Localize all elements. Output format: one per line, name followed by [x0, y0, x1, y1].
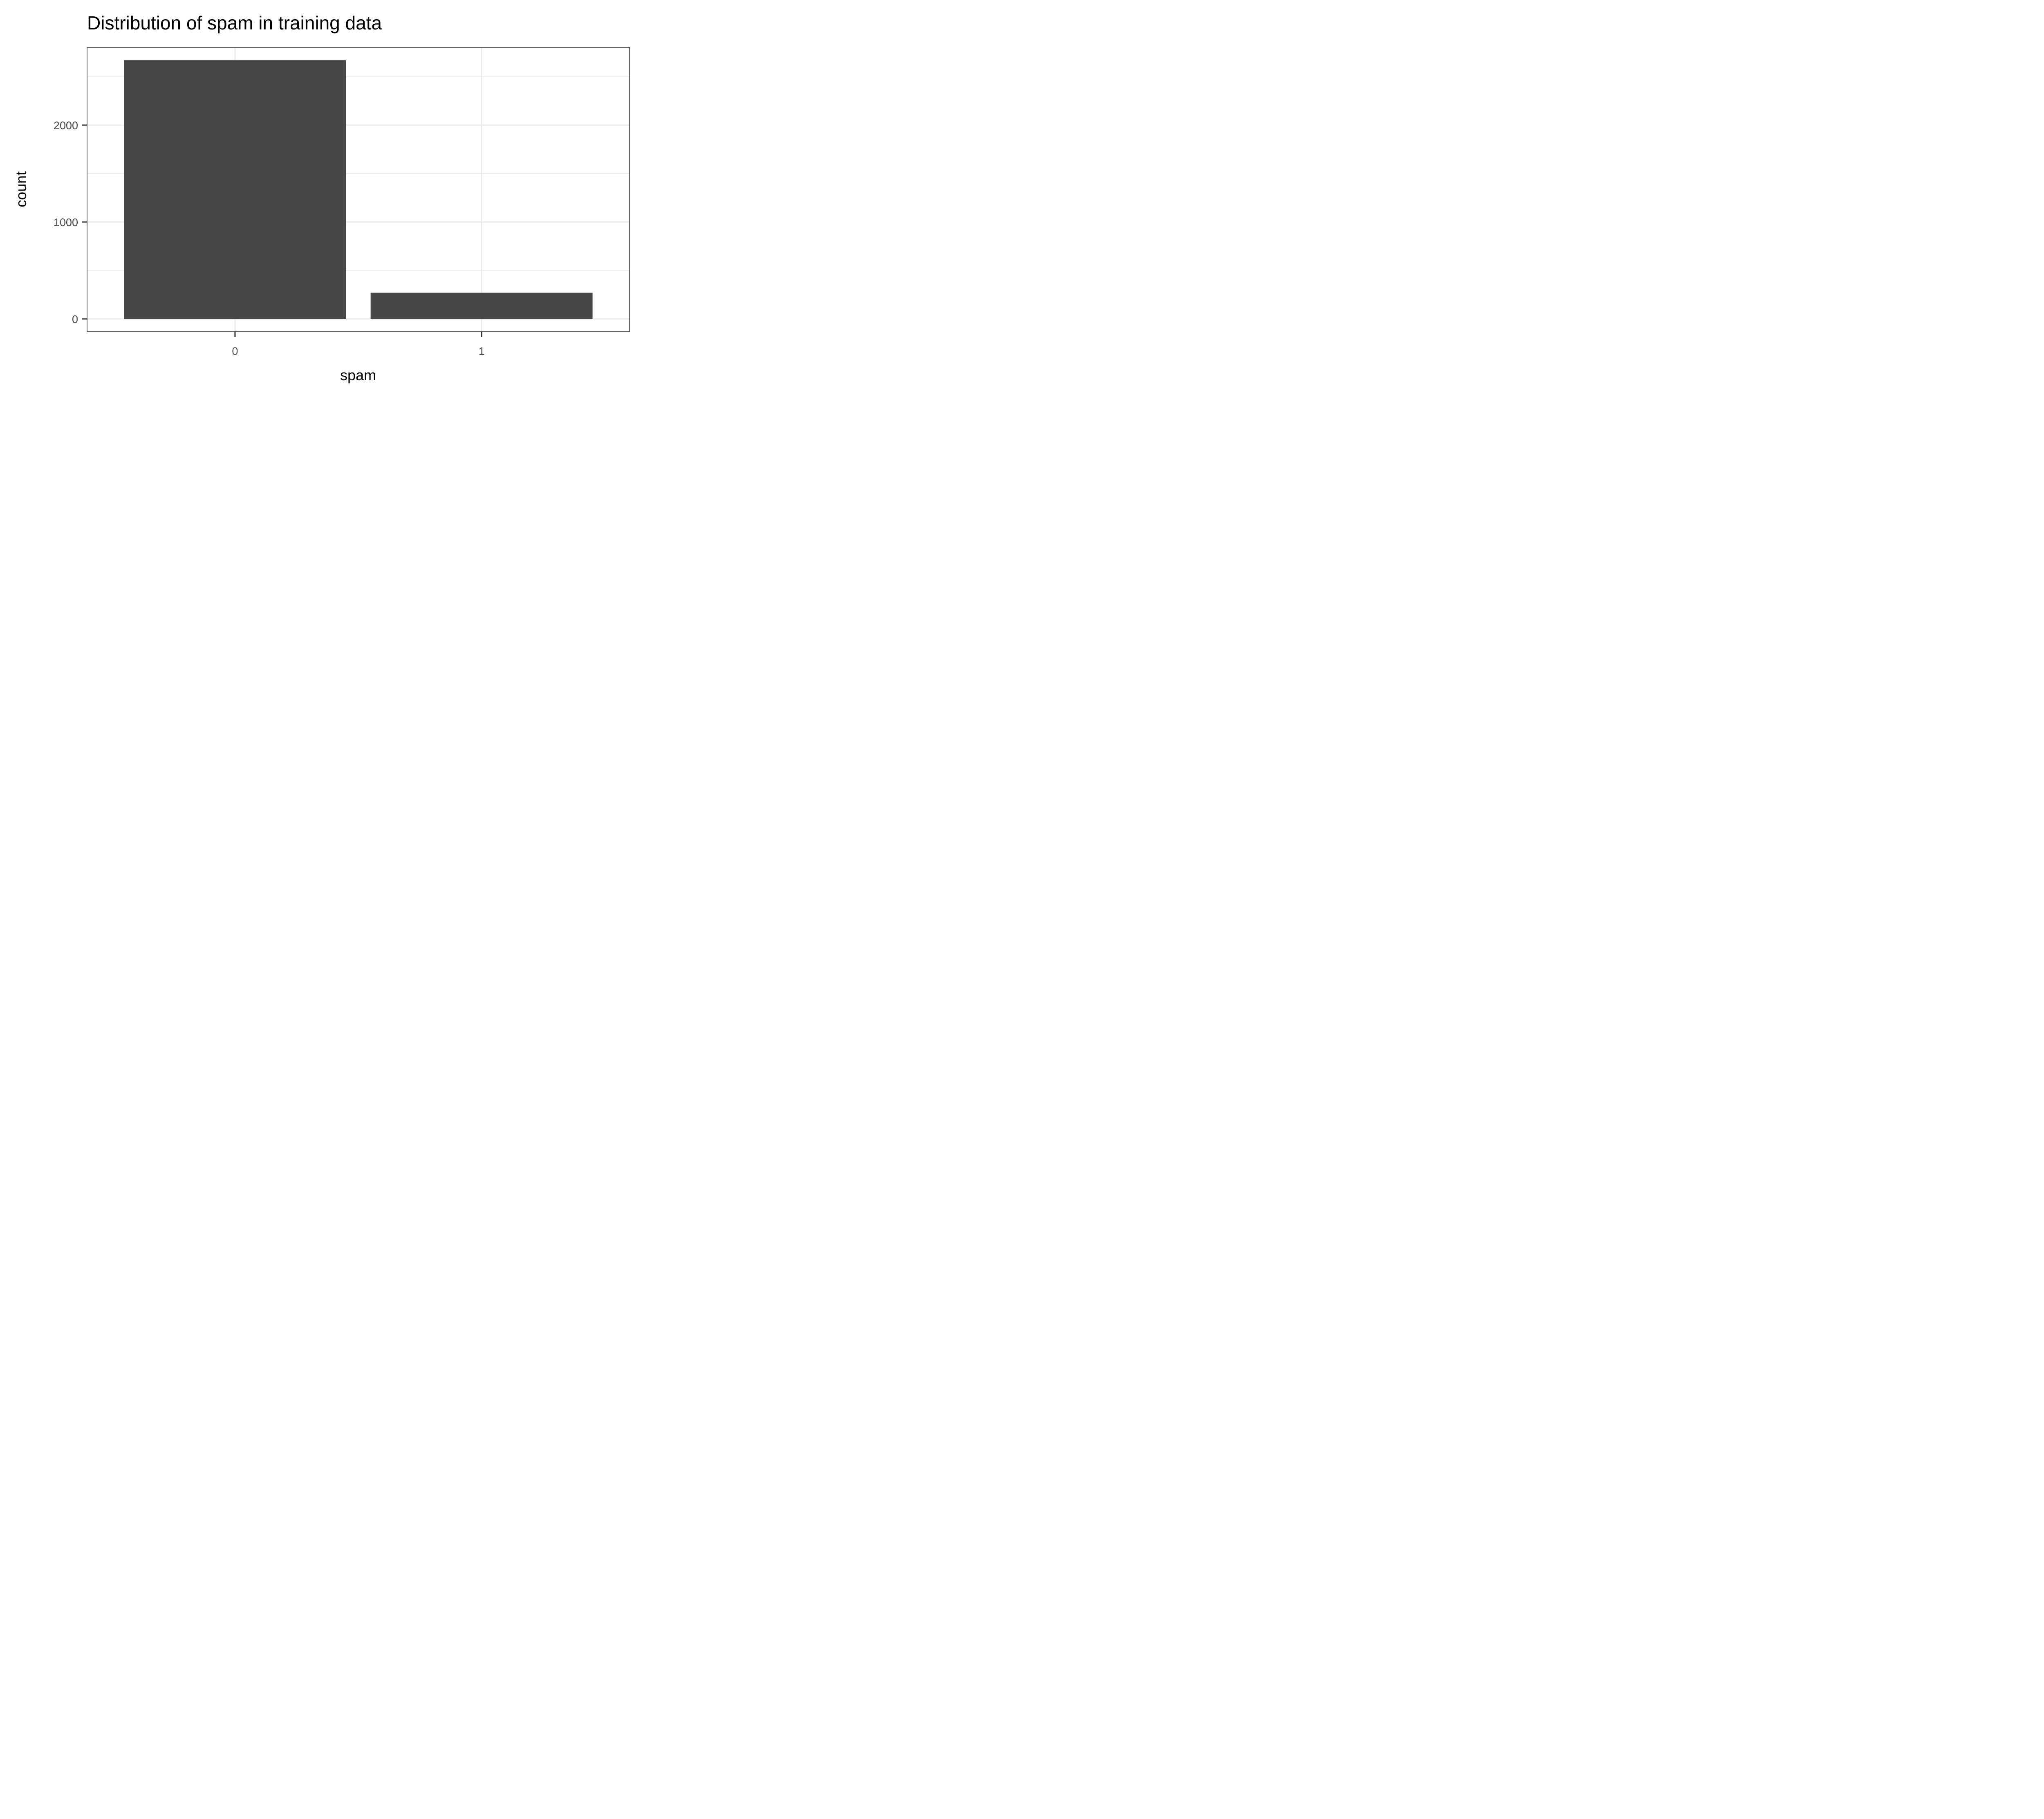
- x-tick-label: 0: [232, 345, 238, 357]
- bar-0: [124, 60, 346, 319]
- x-tick-label: 1: [479, 345, 485, 357]
- y-tick-label: 2000: [54, 119, 78, 132]
- y-tick-label: 1000: [54, 216, 78, 229]
- x-axis-title: spam: [340, 367, 376, 384]
- panel-border: [87, 47, 630, 332]
- chart-title: Distribution of spam in training data: [87, 12, 382, 34]
- bar-chart: Distribution of spam in training data 01…: [13, 12, 630, 384]
- bar-1: [370, 292, 593, 319]
- y-axis: 0 1000 2000: [54, 119, 87, 325]
- bars: [124, 60, 593, 319]
- y-tick-label: 0: [72, 313, 78, 325]
- y-axis-title: count: [13, 171, 29, 207]
